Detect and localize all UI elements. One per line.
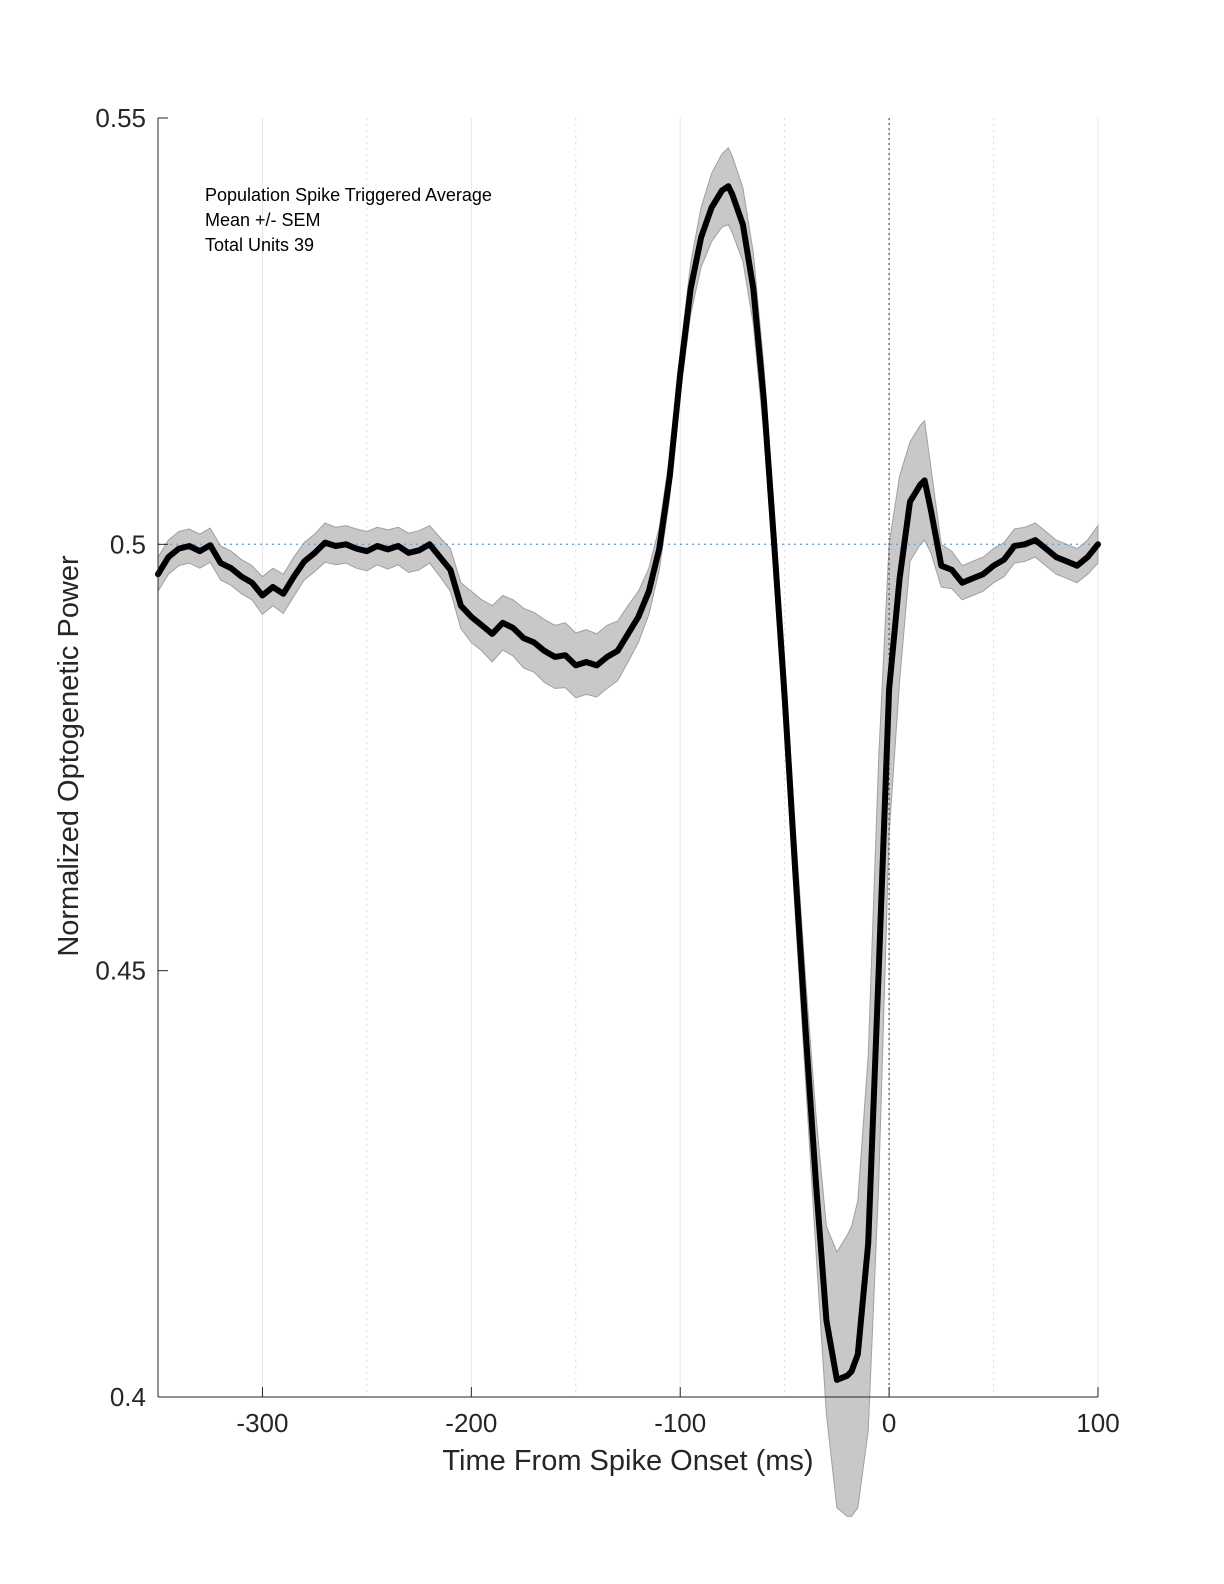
axes <box>157 117 1099 1398</box>
y-tick-label: 0.5 <box>110 529 146 559</box>
y-tick-label: 0.45 <box>95 956 146 986</box>
annotation-title: Population Spike Triggered Average <box>205 185 492 205</box>
annotation-units: Total Units 39 <box>205 235 314 255</box>
y-tick-label: 0.55 <box>95 103 146 133</box>
x-tick-label: 0 <box>882 1408 896 1438</box>
x-tick-label: -300 <box>236 1408 288 1438</box>
sem-band <box>157 146 1099 1517</box>
x-tick-label: -200 <box>445 1408 497 1438</box>
reference-lines <box>158 118 1098 1397</box>
y-axis-label: Normalized Optogenetic Power <box>53 555 85 957</box>
y-tick-label: 0.4 <box>110 1382 146 1412</box>
tick-labels: -300 -200 -100 0 100 0.4 0.45 0.5 0.55 <box>95 103 1119 1438</box>
x-tick-label: 100 <box>1076 1408 1119 1438</box>
grid <box>261 118 1099 1397</box>
mean-line <box>155 183 1101 1383</box>
annotation-stat: Mean +/- SEM <box>205 210 321 230</box>
x-axis-label: Time From Spike Onset (ms) <box>442 1445 813 1477</box>
x-tick-label: -100 <box>654 1408 706 1438</box>
